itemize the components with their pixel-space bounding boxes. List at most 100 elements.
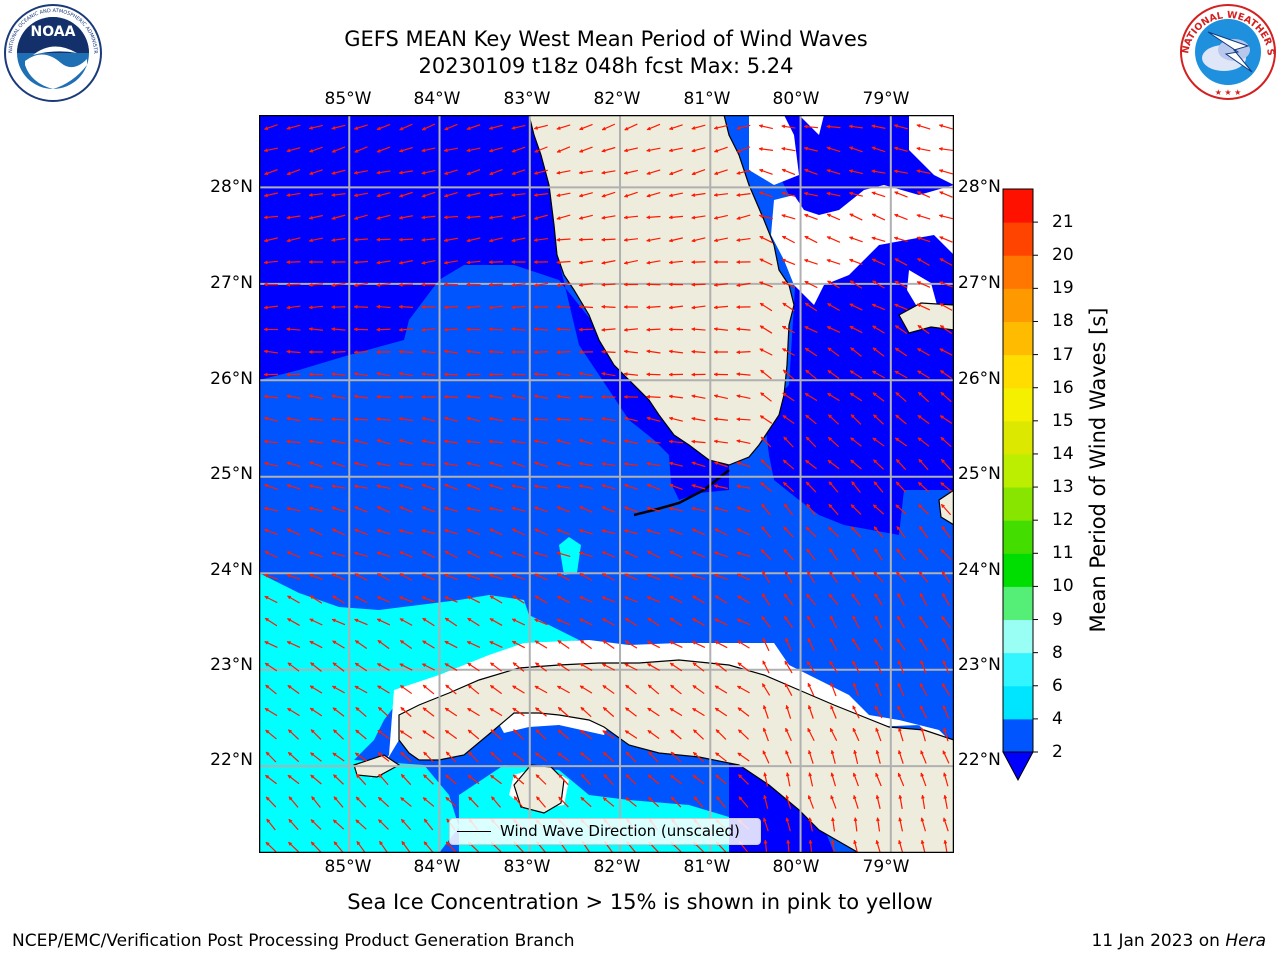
wave-arrow-head	[736, 528, 742, 533]
wave-arrow-head	[445, 774, 450, 779]
wave-arrow-head	[623, 170, 628, 175]
wave-arrow-head	[421, 193, 426, 198]
wave-arrow-head	[353, 371, 358, 376]
wave-arrow-head	[735, 260, 740, 265]
wave-arrow-head	[423, 751, 428, 756]
wave-arrow-head	[331, 618, 336, 623]
land-keys	[633, 469, 730, 517]
wave-arrow-head	[353, 528, 359, 533]
wave-arrow-head	[713, 125, 718, 130]
wave-arrow-head	[668, 148, 673, 153]
wave-arrow-head	[601, 596, 606, 601]
wave-arrow-head	[943, 772, 947, 777]
wave-arrow-head	[829, 637, 834, 643]
wave-arrow-head	[287, 729, 293, 734]
wave-arrow-head	[713, 148, 719, 153]
wave-arrow-head	[894, 303, 899, 308]
wave-arrow-head	[332, 595, 337, 600]
colorbar-label: Mean Period of Wind Waves [s]	[1086, 307, 1110, 633]
wave-arrow-head	[871, 258, 877, 263]
wave-arrow-head	[691, 641, 697, 645]
wave-arrow-head	[376, 663, 382, 667]
wave-arrow-head	[763, 839, 768, 844]
wave-arrow-head	[897, 660, 902, 665]
wave-arrow-head	[916, 214, 921, 218]
wave-arrow-head	[668, 461, 674, 466]
wave-arrow-head	[826, 280, 832, 285]
wave-arrow-head	[825, 124, 831, 129]
wave-arrow-head	[353, 327, 358, 332]
wave-arrow-head	[263, 416, 269, 421]
wave-arrow-head	[534, 595, 539, 600]
legend-line-swatch	[457, 831, 491, 832]
wave-arrow-head	[355, 707, 360, 712]
wave-arrow-head	[444, 617, 450, 622]
wave-arrow-head	[511, 461, 516, 466]
wave-arrow-head	[331, 148, 336, 153]
wave-arrow-head	[376, 170, 381, 175]
wave-arrow-head	[916, 169, 921, 174]
wave-arrow-head	[400, 751, 405, 757]
wave-arrow-head	[920, 817, 925, 822]
colorbar-bin	[1003, 685, 1033, 720]
nws-logo: NATIONAL WEATHER SERVICE ★ ★ ★	[1178, 2, 1276, 100]
wave-arrow-head	[916, 303, 922, 308]
wave-arrow-head	[916, 124, 921, 128]
nodata-atlantic-mid	[771, 185, 954, 305]
wave-arrow-head	[852, 705, 857, 710]
wave-arrow-head	[827, 393, 832, 397]
wave-arrow-head	[784, 615, 789, 621]
wave-arrow-head	[331, 283, 336, 288]
wave-arrow-head	[443, 238, 448, 243]
wave-arrow-head	[803, 213, 809, 218]
wave-arrow-head	[853, 794, 857, 800]
wave-arrow-head	[602, 707, 608, 712]
wave-arrow-head	[736, 551, 741, 556]
wave-arrow-head	[736, 484, 741, 489]
lon-label-bottom: 85°W	[324, 857, 372, 877]
wave-arrow-head	[735, 350, 741, 355]
wave-arrow-head	[376, 551, 381, 556]
wave-arrow-head	[379, 840, 384, 846]
noaa-logo-text: NOAA	[31, 24, 76, 40]
wave-arrow-head	[646, 663, 652, 668]
wave-arrow-head	[600, 304, 606, 309]
lon-label-top: 83°W	[503, 89, 551, 109]
lat-label-right: 22°N	[958, 750, 1001, 770]
wave-arrow-head	[736, 573, 742, 578]
wave-arrow-head	[421, 573, 427, 578]
wave-arrow-head	[264, 617, 270, 622]
wave-arrow-head	[263, 238, 269, 243]
wave-arrow-head	[920, 772, 925, 777]
wave-arrow-head	[918, 571, 923, 576]
wave-arrow-head	[556, 126, 561, 130]
wave-arrow-head	[264, 641, 269, 645]
wave-arrow-head	[421, 148, 426, 153]
wave-arrow-head	[920, 659, 925, 665]
wave-arrow-head	[308, 484, 313, 489]
wave-arrow-head	[804, 281, 809, 285]
wave-arrow-head	[286, 595, 292, 600]
wave-arrow-head	[736, 192, 741, 197]
wave-arrow-head	[943, 727, 947, 732]
wave-arrow-head	[263, 528, 269, 533]
wave-arrow-head	[668, 305, 673, 310]
wave-arrow-head	[715, 774, 720, 779]
wave-arrow-head	[916, 281, 922, 285]
wave-arrow-head	[762, 570, 766, 576]
map-panel	[259, 115, 954, 853]
wave-arrow-head	[511, 238, 516, 243]
wave-arrow-head	[601, 573, 607, 578]
wave-arrow-head	[715, 662, 720, 667]
wave-arrow-head	[736, 618, 741, 623]
lon-label-bottom: 84°W	[413, 857, 461, 877]
wave-arrow-head	[309, 707, 315, 712]
wave-arrow-head	[939, 236, 944, 241]
wave-arrow-head	[513, 796, 518, 801]
wave-arrow-head	[871, 370, 877, 375]
wave-arrow-head	[916, 258, 922, 262]
wave-arrow-head	[875, 772, 879, 777]
wave-arrow-head	[376, 461, 381, 466]
wave-arrow-head	[466, 349, 471, 354]
wave-arrow-head	[782, 415, 787, 420]
